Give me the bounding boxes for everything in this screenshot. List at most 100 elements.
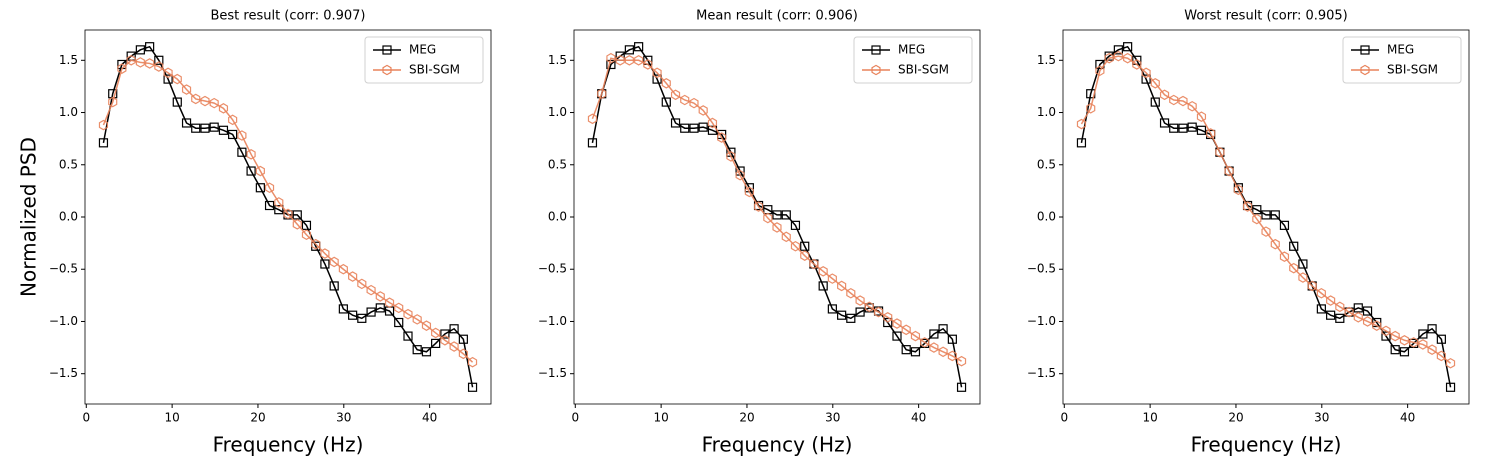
marker xyxy=(228,129,238,140)
marker xyxy=(431,327,441,339)
marker xyxy=(1307,280,1317,292)
marker xyxy=(855,295,865,306)
marker xyxy=(98,119,109,131)
marker xyxy=(1326,295,1336,306)
marker xyxy=(790,220,801,230)
x-tick-label: 0 xyxy=(571,411,579,425)
marker xyxy=(1104,52,1114,64)
marker xyxy=(1252,213,1262,225)
y-tick-label: 0.0 xyxy=(59,210,78,224)
marker xyxy=(587,138,598,148)
marker xyxy=(1372,320,1382,331)
marker xyxy=(1113,45,1123,55)
marker xyxy=(255,165,265,177)
marker xyxy=(394,317,404,328)
y-tick-label: 0.0 xyxy=(1037,210,1056,224)
marker xyxy=(947,334,957,344)
marker xyxy=(338,304,348,314)
marker xyxy=(938,324,948,334)
marker xyxy=(412,314,422,325)
y-tick-label: 1.0 xyxy=(59,105,78,119)
marker xyxy=(920,337,930,348)
marker xyxy=(1150,97,1160,107)
marker xyxy=(624,55,634,66)
marker xyxy=(348,271,358,282)
marker xyxy=(910,330,921,342)
marker xyxy=(283,208,293,220)
series-line xyxy=(1080,55,1452,364)
y-tick-label: −1.5 xyxy=(49,366,78,380)
marker xyxy=(846,287,856,299)
marker xyxy=(1132,59,1142,70)
marker xyxy=(1086,103,1096,114)
y-tick-label: 1.0 xyxy=(548,105,567,119)
marker xyxy=(781,210,791,220)
marker xyxy=(735,169,745,181)
marker xyxy=(1242,201,1253,212)
x-tick-label: 30 xyxy=(825,411,840,425)
marker xyxy=(394,302,404,314)
y-tick-label: 1.0 xyxy=(1037,105,1056,119)
y-tick-label: 1.5 xyxy=(1037,53,1056,67)
marker xyxy=(145,58,155,69)
marker xyxy=(264,182,275,194)
marker xyxy=(652,74,662,84)
marker xyxy=(818,266,828,277)
marker xyxy=(209,97,219,109)
marker xyxy=(246,166,256,176)
y-tick-label: 1.5 xyxy=(548,53,567,67)
marker xyxy=(1427,344,1437,355)
marker xyxy=(1436,350,1446,362)
marker xyxy=(846,313,856,323)
y-tick-label: −0.5 xyxy=(49,262,78,276)
marker xyxy=(357,313,367,323)
marker xyxy=(467,382,478,392)
legend-label: SBI-SGM xyxy=(409,63,460,77)
marker xyxy=(237,147,247,157)
legend-box xyxy=(853,36,973,84)
marker xyxy=(264,200,275,211)
marker xyxy=(1445,357,1456,369)
y-tick-label: 0.5 xyxy=(1037,157,1056,171)
x-tick-label: 10 xyxy=(653,411,668,425)
marker xyxy=(209,122,219,132)
marker xyxy=(403,308,413,320)
x-tick-label: 0 xyxy=(1060,411,1068,425)
marker xyxy=(1159,89,1170,101)
y-tick-label: 0.5 xyxy=(548,157,567,171)
series-line xyxy=(102,59,474,363)
marker xyxy=(680,123,690,133)
marker xyxy=(440,334,450,346)
marker xyxy=(800,250,810,261)
marker xyxy=(1270,238,1280,250)
marker xyxy=(864,301,874,313)
marker xyxy=(698,105,708,116)
plot-frame xyxy=(573,29,981,405)
marker xyxy=(1169,94,1179,106)
marker xyxy=(163,74,173,84)
marker xyxy=(837,310,847,320)
marker xyxy=(1196,111,1207,123)
y-tick-label: −0.5 xyxy=(538,262,567,276)
marker xyxy=(329,256,339,268)
marker xyxy=(606,52,616,64)
y-tick-label: −1.0 xyxy=(1027,314,1056,328)
marker xyxy=(1326,310,1336,320)
marker xyxy=(218,125,229,135)
marker xyxy=(154,55,164,65)
marker xyxy=(1298,272,1308,283)
marker xyxy=(292,210,302,220)
marker xyxy=(348,310,358,320)
marker xyxy=(421,320,432,331)
marker xyxy=(1381,325,1391,337)
marker xyxy=(403,331,413,341)
chart-title: Worst result (corr: 0.905) xyxy=(1184,9,1348,24)
marker xyxy=(458,334,468,344)
y-tick-label: 0.5 xyxy=(59,157,78,171)
marker xyxy=(689,97,699,109)
x-tick-label: 30 xyxy=(1314,411,1329,425)
x-axis-label: Frequency (Hz) xyxy=(213,433,364,457)
marker xyxy=(855,307,865,317)
marker xyxy=(274,197,284,208)
marker xyxy=(431,338,441,349)
